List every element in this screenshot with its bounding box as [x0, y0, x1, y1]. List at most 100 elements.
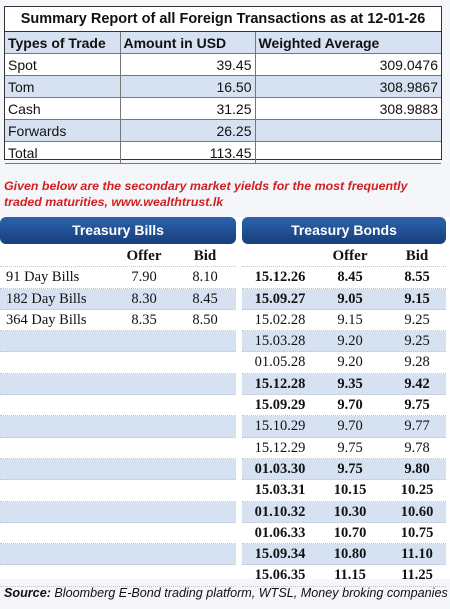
- bond-maturity: 01.06.33: [254, 524, 306, 541]
- bond-bid: 11.25: [401, 567, 433, 584]
- bond-offer: 9.15: [337, 311, 363, 328]
- table-row: 15.12.29 9.75 9.78: [0, 438, 450, 459]
- bond-offer: 9.20: [337, 354, 363, 371]
- bills-zone: [0, 544, 236, 566]
- bonds-zone: [242, 544, 446, 566]
- bond-bid: 9.15: [404, 290, 430, 307]
- bond-offer: 10.80: [333, 546, 367, 563]
- bond-maturity: 01.03.30: [254, 460, 306, 477]
- bond-maturity: 01.10.32: [254, 503, 306, 520]
- bill-offer: 8.30: [131, 290, 157, 307]
- summary-row-forwards: Forwards 26.25: [5, 119, 441, 142]
- bond-maturity: 15.03.28: [254, 333, 306, 350]
- bond-maturity: 15.12.29: [254, 439, 306, 456]
- table-row: 182 Day Bills 8.30 8.45 15.09.27 9.05 9.15: [0, 288, 450, 310]
- trade-type: Spot: [5, 53, 121, 76]
- summary-row-spot: Spot 39.45 309.0476: [5, 53, 441, 76]
- trade-type: Cash: [5, 97, 121, 120]
- bonds-zone: [242, 523, 446, 545]
- bond-bid: 9.75: [404, 397, 430, 414]
- header-amount-usd: Amount in USD: [119, 32, 256, 54]
- bond-maturity: 15.09.27: [254, 290, 306, 307]
- bonds-zone: [242, 267, 446, 289]
- trade-amount: 113.45: [119, 141, 256, 164]
- bond-offer: 9.70: [337, 418, 363, 435]
- bond-bid: 9.25: [404, 311, 430, 328]
- bills-zone: [0, 267, 236, 289]
- summary-report: Summary Report of all Foreign Transactio…: [4, 6, 442, 164]
- bonds-zone: [242, 288, 446, 310]
- trade-weighted-average: [254, 119, 441, 142]
- bond-offer: 8.45: [337, 269, 363, 286]
- trade-type: Total: [5, 141, 121, 164]
- treasury-bills-header: Treasury Bills: [0, 217, 236, 244]
- bond-bid: 9.78: [404, 439, 430, 456]
- bond-bid: 10.25: [400, 482, 434, 499]
- yield-column-header-row: Offer Bid Offer Bid: [0, 246, 450, 268]
- summary-title: Summary Report of all Foreign Transactio…: [5, 7, 441, 32]
- bills-zone: [0, 246, 236, 268]
- source-text: Bloomberg E-Bond trading platform, WTSL,…: [50, 586, 448, 600]
- bonds-zone: [242, 352, 446, 374]
- bond-offer: 9.70: [337, 397, 363, 414]
- bills-zone: [0, 416, 236, 438]
- bond-maturity: 01.05.28: [254, 354, 306, 371]
- bond-bid: 8.55: [404, 269, 430, 286]
- bills-zone: [0, 373, 236, 396]
- bills-zone: [0, 523, 236, 545]
- bills-zone: [0, 395, 236, 417]
- bills-zone: [0, 438, 236, 459]
- table-row: 15.10.29 9.70 9.77: [0, 416, 450, 438]
- bonds-zone: [242, 331, 446, 353]
- secondary-market-yields: Treasury Bills Treasury Bonds Offer Bid Of…: [0, 217, 450, 587]
- trade-weighted-average: 309.0476: [254, 53, 441, 76]
- bills-zone: [0, 565, 236, 587]
- table-row: 01.05.28 9.20 9.28: [0, 352, 450, 374]
- bonds-zone: [242, 373, 446, 396]
- source-note: Source: Bloomberg E-Bond trading platfor…: [4, 586, 448, 600]
- table-row: 15.03.31 10.15 10.25: [0, 480, 450, 502]
- bond-offer: 9.05: [337, 290, 363, 307]
- bond-offer: 9.35: [337, 375, 363, 392]
- header-weighted-average: Weighted Average: [254, 32, 441, 54]
- bond-bid: 9.42: [404, 375, 430, 392]
- bond-maturity: 15.10.29: [254, 418, 306, 435]
- bonds-zone: [242, 458, 446, 481]
- bonds-offer-header: Offer: [332, 248, 368, 264]
- trade-type: Tom: [5, 75, 121, 98]
- bonds-zone: [242, 395, 446, 417]
- bonds-zone: [242, 416, 446, 438]
- table-row: 364 Day Bills 8.35 8.50 15.02.28 9.15 9.25: [0, 310, 450, 332]
- bills-zone: [0, 331, 236, 353]
- bills-zone: [0, 501, 236, 523]
- bill-name: 182 Day Bills: [6, 290, 87, 307]
- bond-bid: 9.77: [404, 418, 430, 435]
- bond-offer: 10.30: [333, 503, 367, 520]
- bond-maturity: 15.02.28: [254, 311, 306, 328]
- summary-row-total: Total 113.45: [5, 141, 441, 164]
- summary-row-cash: Cash 31.25 308.9883: [5, 97, 441, 120]
- table-row: 01.10.32 10.30 10.60: [0, 501, 450, 523]
- trade-weighted-average: 308.9883: [254, 97, 441, 120]
- bond-bid: 9.25: [404, 333, 430, 350]
- bonds-zone: [242, 246, 446, 268]
- yield-grid: Offer Bid Offer Bid 91 Day Bills 7.90 8.10 15.1…: [0, 246, 450, 587]
- source-label: Source:: [4, 586, 51, 600]
- summary-header-row: Types of Trade Amount in USD Weighted Av…: [5, 32, 441, 54]
- bond-maturity: 15.12.28: [254, 375, 306, 392]
- bond-bid: 11.10: [401, 546, 433, 563]
- yields-intro-text: Given below are the secondary market yie…: [4, 179, 408, 209]
- bond-bid: 10.75: [400, 524, 434, 541]
- bond-bid: 9.28: [404, 354, 430, 371]
- bond-maturity: 15.09.34: [254, 546, 306, 563]
- trade-weighted-average: 308.9867: [254, 75, 441, 98]
- bond-offer: 9.75: [337, 460, 363, 477]
- bond-maturity: 15.06.35: [254, 567, 306, 584]
- bills-zone: [0, 310, 236, 332]
- table-row: 15.09.29 9.70 9.75: [0, 395, 450, 417]
- summary-row-tom: Tom 16.50 308.9867: [5, 75, 441, 98]
- bond-offer: 10.15: [333, 482, 367, 499]
- trade-weighted-average: [254, 141, 441, 164]
- bills-zone: [0, 352, 236, 374]
- table-row: 15.06.35 11.15 11.25: [0, 565, 450, 587]
